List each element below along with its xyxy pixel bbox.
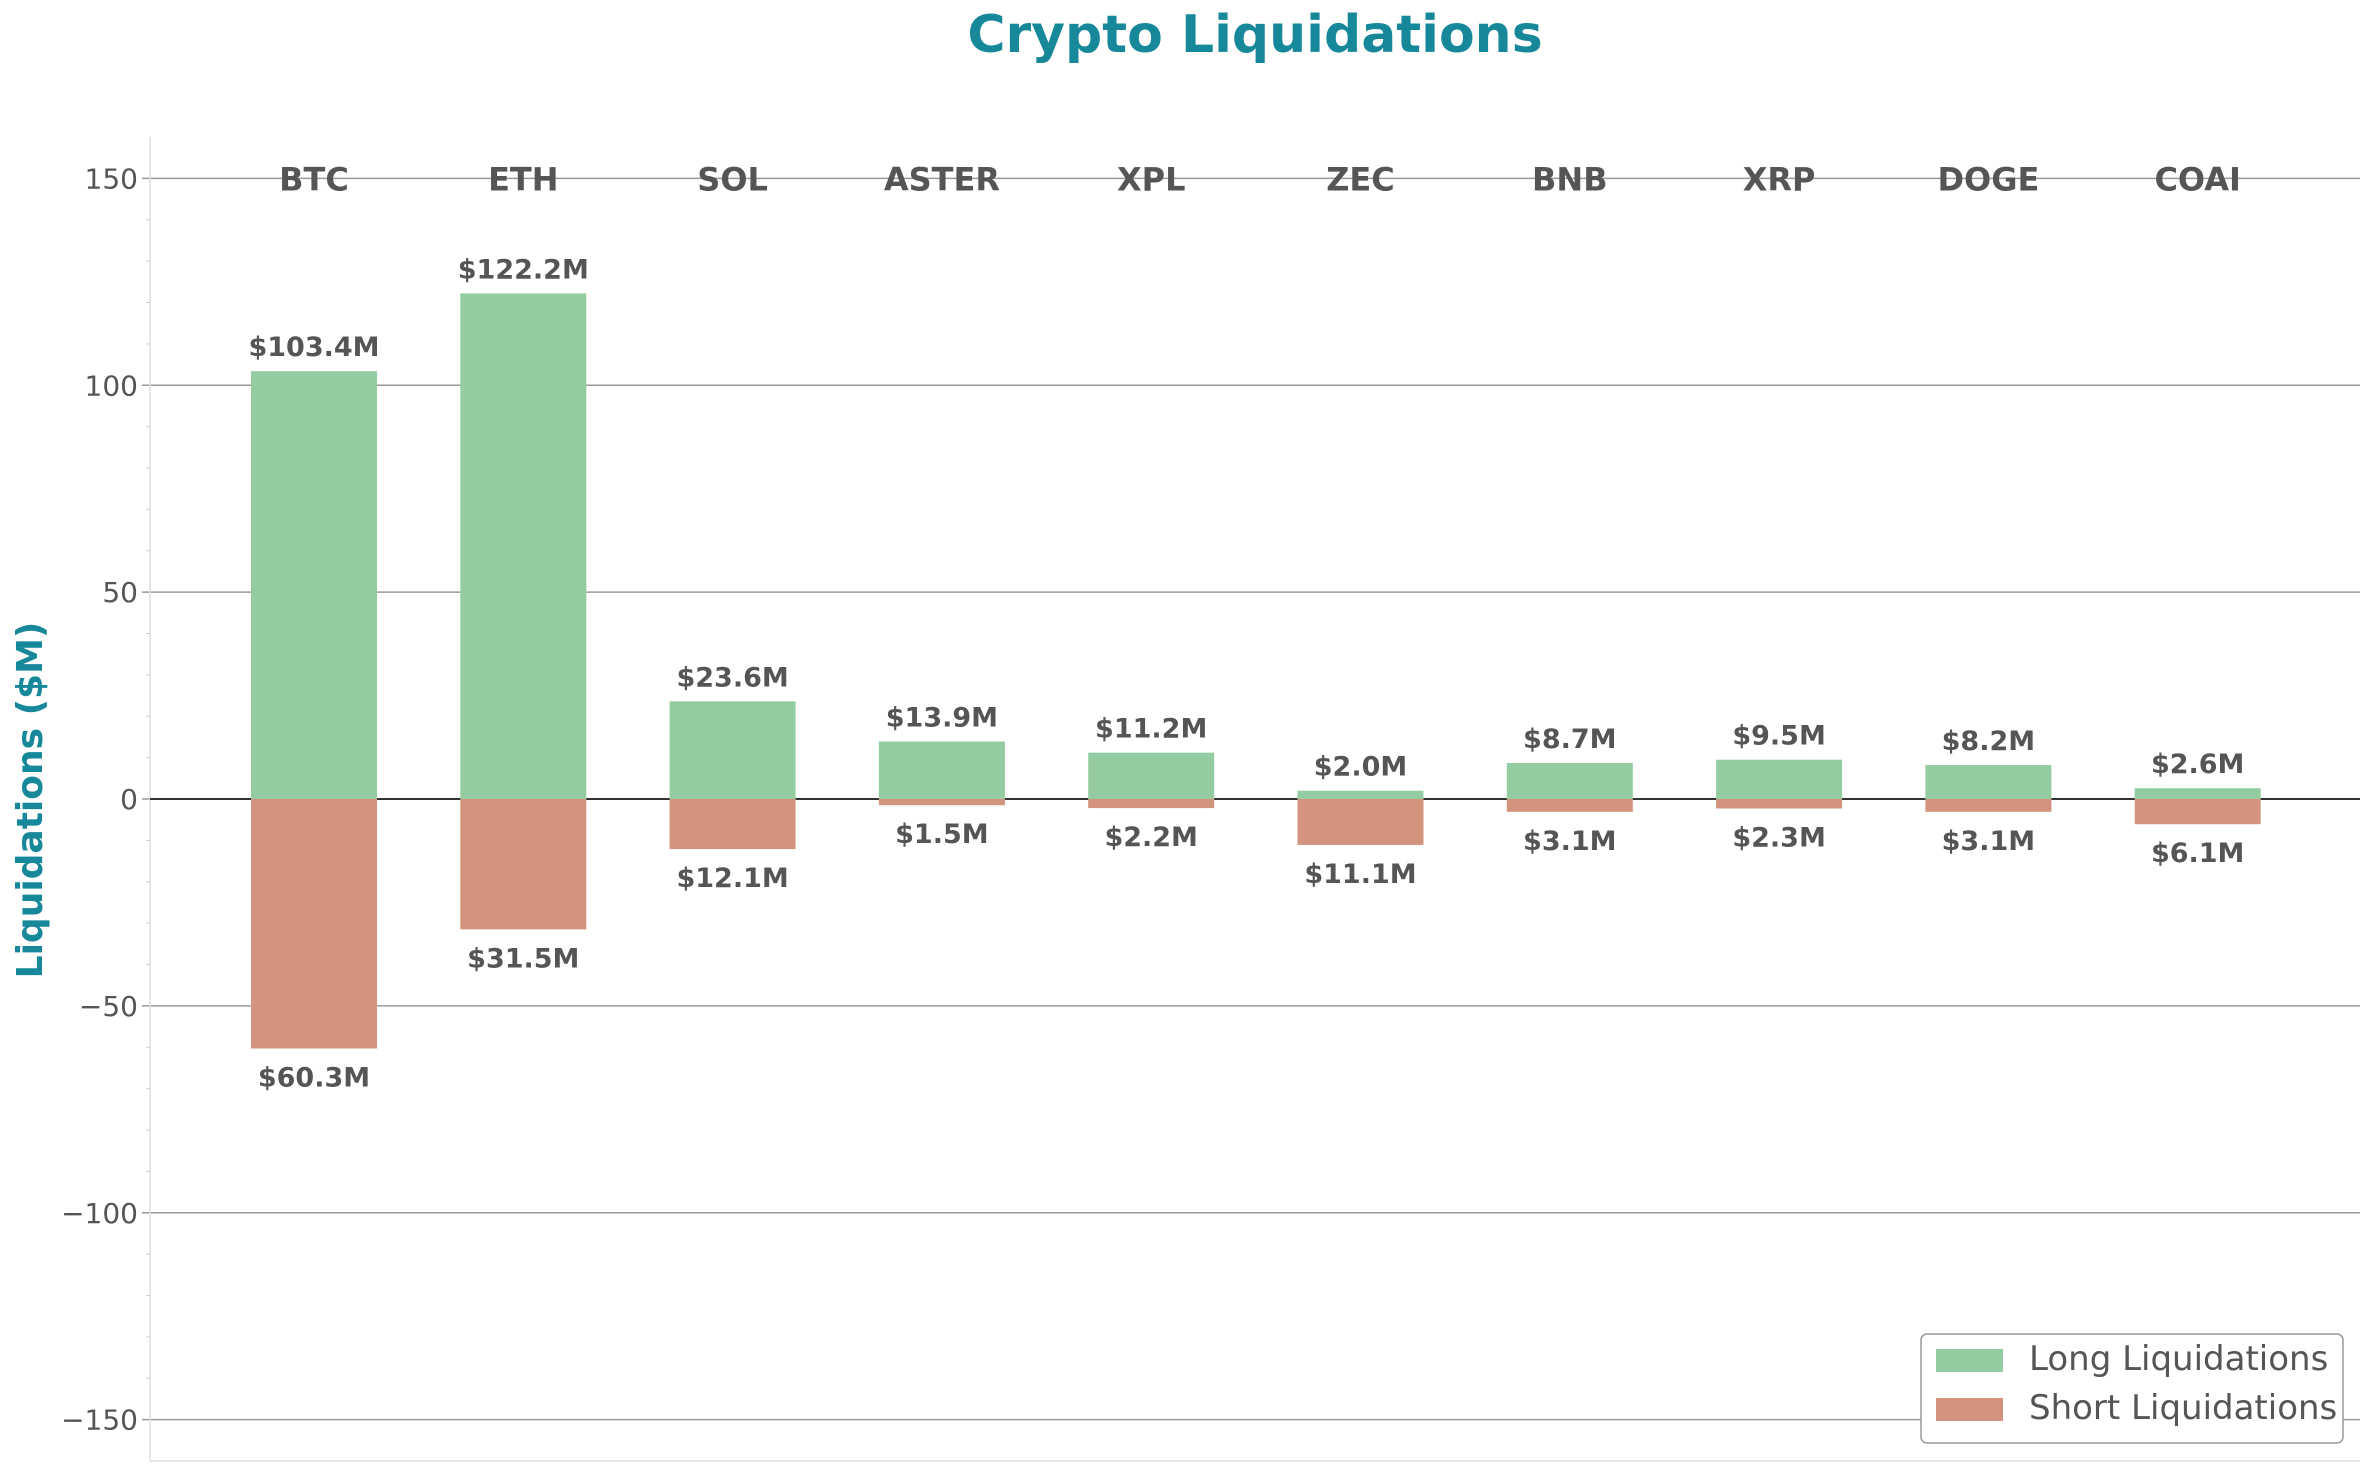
short-liquidation-bar bbox=[251, 799, 377, 1049]
short-value-label: $12.1M bbox=[676, 863, 788, 894]
category-label: ZEC bbox=[1326, 160, 1395, 198]
long-liquidation-bar bbox=[1716, 759, 1843, 799]
legend-swatch bbox=[1936, 1398, 2003, 1421]
y-tick-label: −100 bbox=[61, 1197, 138, 1230]
long-value-label: $8.2M bbox=[1942, 726, 2036, 757]
y-tick-label: 50 bbox=[102, 576, 138, 609]
short-value-label: $1.5M bbox=[895, 819, 989, 850]
legend-swatch bbox=[1936, 1349, 2003, 1372]
y-tick-label: 150 bbox=[85, 162, 138, 195]
short-value-label: $11.1M bbox=[1304, 859, 1416, 890]
legend-label: Long Liquidations bbox=[2029, 1339, 2328, 1379]
category-label: XPL bbox=[1117, 160, 1186, 198]
labels: $103.4M $122.2M $23.6M $13.9M $11.2M $2.0M $8.… bbox=[248, 160, 2244, 1093]
category-label: ASTER bbox=[884, 160, 1000, 198]
short-value-label: $3.1M bbox=[1523, 826, 1617, 857]
short-liquidation-bar bbox=[460, 799, 587, 930]
chart-title: Crypto Liquidations bbox=[967, 5, 1542, 65]
short-liquidation-bar bbox=[1297, 799, 1424, 845]
bars bbox=[251, 293, 2261, 1049]
legend: Long Liquidations Short Liquidations bbox=[1920, 1333, 2344, 1444]
short-liquidation-bar bbox=[1506, 799, 1633, 812]
long-value-label: $9.5M bbox=[1732, 721, 1826, 752]
short-liquidation-bar bbox=[1925, 799, 2052, 812]
y-tick-label: −150 bbox=[61, 1404, 138, 1437]
category-label: DOGE bbox=[1937, 160, 2039, 198]
category-label: SOL bbox=[697, 160, 768, 198]
long-value-label: $2.6M bbox=[2151, 749, 2245, 780]
short-value-label: $60.3M bbox=[258, 1062, 370, 1093]
legend-label: Short Liquidations bbox=[2029, 1388, 2337, 1428]
long-value-label: $103.4M bbox=[248, 332, 379, 363]
long-liquidation-bar bbox=[1088, 752, 1215, 799]
category-label: ETH bbox=[488, 160, 558, 198]
long-liquidation-bar bbox=[1297, 790, 1424, 799]
long-liquidation-bar bbox=[669, 701, 796, 799]
legend-box bbox=[1920, 1333, 2344, 1444]
short-value-label: $2.2M bbox=[1104, 822, 1198, 853]
short-value-label: $6.1M bbox=[2151, 838, 2245, 869]
short-value-label: $3.1M bbox=[1942, 826, 2036, 857]
long-liquidation-bar bbox=[1925, 765, 2052, 799]
long-value-label: $2.0M bbox=[1314, 752, 1408, 783]
short-liquidation-bar bbox=[1716, 799, 1843, 809]
category-label: XRP bbox=[1743, 160, 1816, 198]
long-value-label: $8.7M bbox=[1523, 724, 1617, 755]
category-label: BTC bbox=[279, 160, 349, 198]
short-liquidation-bar bbox=[669, 799, 796, 850]
short-value-label: $2.3M bbox=[1732, 823, 1826, 854]
long-value-label: $11.2M bbox=[1095, 714, 1207, 745]
short-liquidation-bar bbox=[1088, 799, 1215, 809]
long-liquidation-bar bbox=[460, 293, 587, 799]
long-liquidation-bar bbox=[251, 371, 377, 799]
y-tick-label: 100 bbox=[85, 369, 138, 402]
y-tick-label: 0 bbox=[120, 783, 138, 816]
long-liquidation-bar bbox=[1506, 763, 1633, 799]
long-liquidation-bar bbox=[2134, 788, 2261, 799]
y-tick-label: −50 bbox=[79, 990, 138, 1023]
category-label: BNB bbox=[1532, 160, 1608, 198]
category-label: COAI bbox=[2154, 160, 2241, 198]
long-value-label: $23.6M bbox=[676, 662, 788, 693]
short-liquidation-bar bbox=[2134, 799, 2261, 825]
long-value-label: $13.9M bbox=[886, 702, 998, 733]
long-value-label: $122.2M bbox=[458, 254, 589, 285]
y-axis-label: Liquidations ($M) bbox=[10, 622, 51, 979]
short-liquidation-bar bbox=[878, 799, 1005, 806]
long-liquidation-bar bbox=[878, 741, 1005, 799]
short-value-label: $31.5M bbox=[467, 943, 579, 974]
